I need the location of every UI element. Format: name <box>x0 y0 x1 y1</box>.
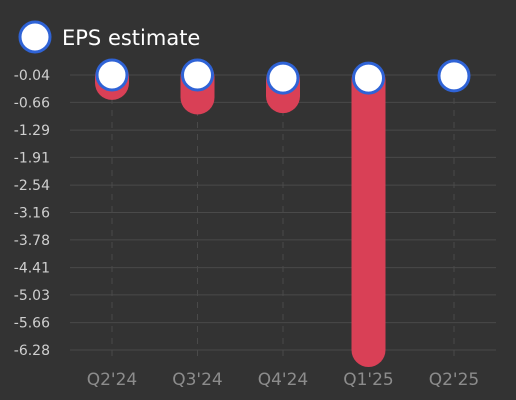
y-tick-label: -5.03 <box>14 288 50 304</box>
y-tick-label: -0.04 <box>14 68 50 84</box>
markers <box>95 58 471 95</box>
y-tick-label: -6.28 <box>14 343 50 359</box>
legend[interactable]: EPS estimate <box>18 20 200 54</box>
y-tick-label: -1.29 <box>14 123 50 139</box>
bar-Q1'25[interactable] <box>351 63 386 368</box>
y-axis: -0.04 -0.66 -1.29 -1.91 -2.54 -3.16 -3.78 -4.41… <box>14 68 50 359</box>
x-tick-label: Q1'25 <box>343 370 394 390</box>
y-tick-label: -2.54 <box>14 178 50 194</box>
eps-estimate-marker-Q3'24[interactable] <box>181 58 214 92</box>
eps-estimate-marker-Q4'24[interactable] <box>266 61 300 95</box>
x-tick-label: Q3'24 <box>172 370 223 390</box>
legend-label: EPS estimate <box>62 26 200 50</box>
eps-estimate-marker-Q2'24[interactable] <box>95 58 129 92</box>
y-tick-label: -3.16 <box>14 206 50 222</box>
x-tick-label: Q2'24 <box>87 370 138 390</box>
y-tick-label: -4.41 <box>14 261 50 277</box>
x-tick-label: Q2'25 <box>429 370 480 390</box>
y-tick-label: -5.66 <box>14 316 50 332</box>
bars <box>95 60 386 368</box>
x-tick-label: Q4'24 <box>258 370 309 390</box>
y-tick-label: -0.66 <box>14 95 50 111</box>
x-axis: Q2'24 Q3'24 Q4'24 Q1'25 Q2'25 <box>87 370 480 390</box>
eps-estimate-marker-Q1'25[interactable] <box>352 61 385 95</box>
y-tick-label: -3.78 <box>14 233 50 249</box>
y-tick-label: -1.91 <box>14 150 50 166</box>
legend-marker-icon <box>18 20 52 54</box>
eps-estimate-marker-Q2'25[interactable] <box>437 59 471 93</box>
